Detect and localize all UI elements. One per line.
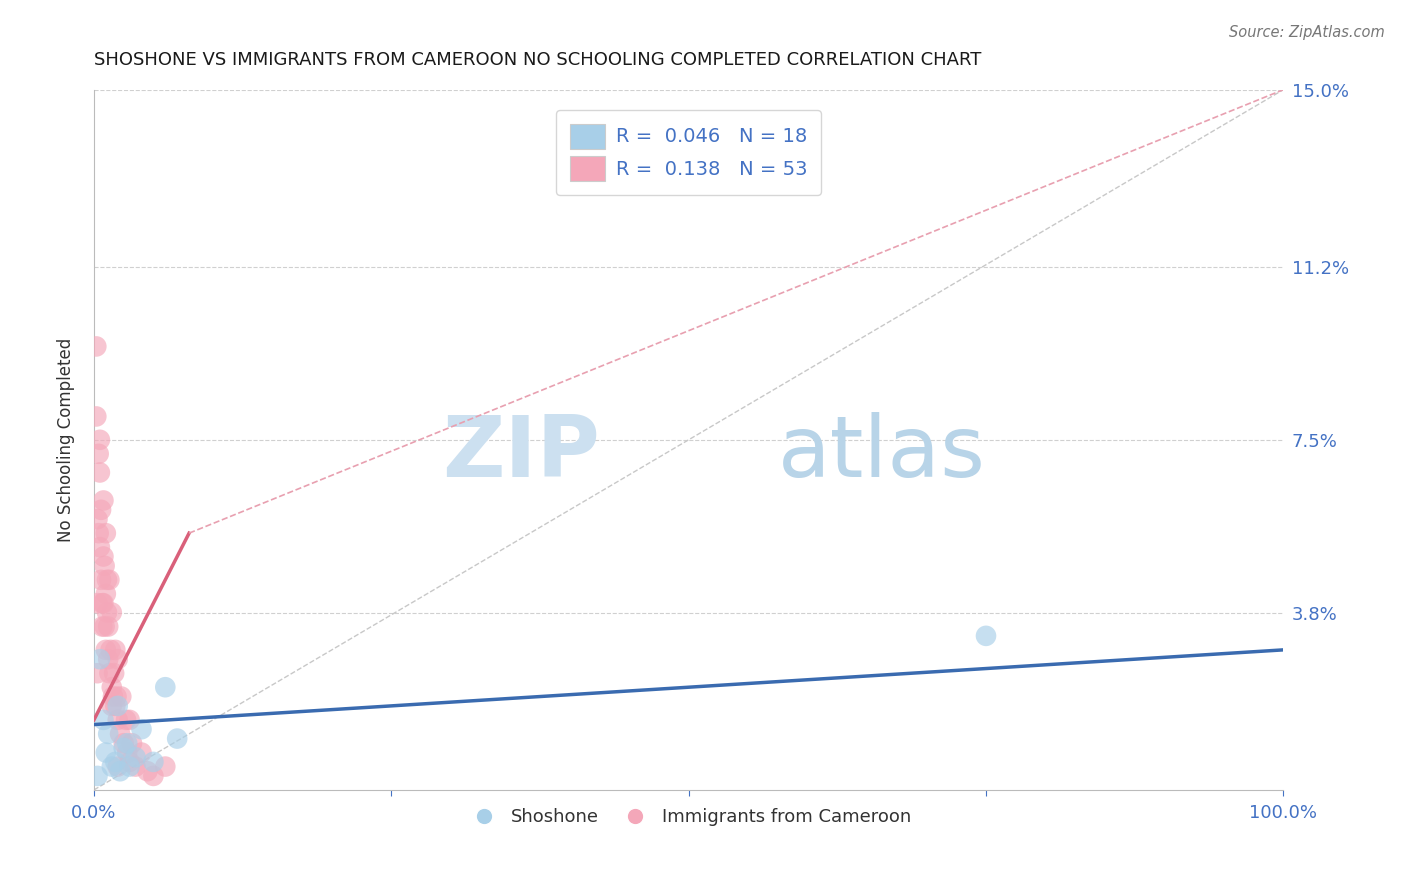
Point <box>131 746 153 760</box>
Text: ZIP: ZIP <box>441 412 599 495</box>
Point <box>100 698 122 713</box>
Point <box>124 750 146 764</box>
Point <box>100 606 122 620</box>
Point <box>86 596 108 610</box>
Point <box>93 549 115 564</box>
Point <box>142 769 165 783</box>
Point <box>107 759 129 773</box>
Point <box>97 652 120 666</box>
Point <box>87 526 110 541</box>
Point <box>142 755 165 769</box>
Point <box>166 731 188 746</box>
Point <box>131 723 153 737</box>
Point <box>118 755 141 769</box>
Point <box>101 690 124 704</box>
Text: Source: ZipAtlas.com: Source: ZipAtlas.com <box>1229 25 1385 40</box>
Point <box>96 573 118 587</box>
Point <box>94 746 117 760</box>
Point <box>93 493 115 508</box>
Point <box>104 755 127 769</box>
Point <box>84 339 107 353</box>
Point <box>118 759 141 773</box>
Point <box>93 596 115 610</box>
Point <box>100 759 122 773</box>
Point <box>112 736 135 750</box>
Point <box>84 409 107 424</box>
Point <box>100 680 122 694</box>
Point <box>89 433 111 447</box>
Point <box>124 759 146 773</box>
Point <box>97 727 120 741</box>
Point <box>94 587 117 601</box>
Text: atlas: atlas <box>778 412 986 495</box>
Point <box>94 643 117 657</box>
Point <box>118 713 141 727</box>
Point <box>94 526 117 541</box>
Legend: Shoshone, Immigrants from Cameroon: Shoshone, Immigrants from Cameroon <box>458 801 918 833</box>
Point <box>108 727 131 741</box>
Point <box>86 512 108 526</box>
Point <box>107 652 129 666</box>
Point <box>96 606 118 620</box>
Point <box>121 736 143 750</box>
Point <box>155 680 177 694</box>
Point <box>91 596 114 610</box>
Point <box>86 666 108 681</box>
Point <box>97 619 120 633</box>
Point <box>86 769 108 783</box>
Point <box>90 503 112 517</box>
Point <box>89 466 111 480</box>
Point <box>93 558 115 573</box>
Point <box>112 740 135 755</box>
Point <box>107 698 129 713</box>
Point <box>89 540 111 554</box>
Point <box>136 764 159 779</box>
Point <box>107 713 129 727</box>
Point <box>105 690 128 704</box>
Point <box>100 643 122 657</box>
Point <box>87 447 110 461</box>
Point <box>93 619 115 633</box>
Point <box>98 573 121 587</box>
Point <box>103 666 125 681</box>
Point <box>108 764 131 779</box>
Point <box>110 690 132 704</box>
Point <box>155 759 177 773</box>
Point <box>115 713 138 727</box>
Point <box>104 698 127 713</box>
Point <box>104 643 127 657</box>
Point <box>974 629 997 643</box>
Point <box>91 619 114 633</box>
Point <box>93 713 115 727</box>
Point <box>115 746 138 760</box>
Point <box>115 736 138 750</box>
Y-axis label: No Schooling Completed: No Schooling Completed <box>58 338 75 542</box>
Point <box>89 652 111 666</box>
Point <box>98 666 121 681</box>
Text: SHOSHONE VS IMMIGRANTS FROM CAMEROON NO SCHOOLING COMPLETED CORRELATION CHART: SHOSHONE VS IMMIGRANTS FROM CAMEROON NO … <box>94 51 981 69</box>
Point <box>90 573 112 587</box>
